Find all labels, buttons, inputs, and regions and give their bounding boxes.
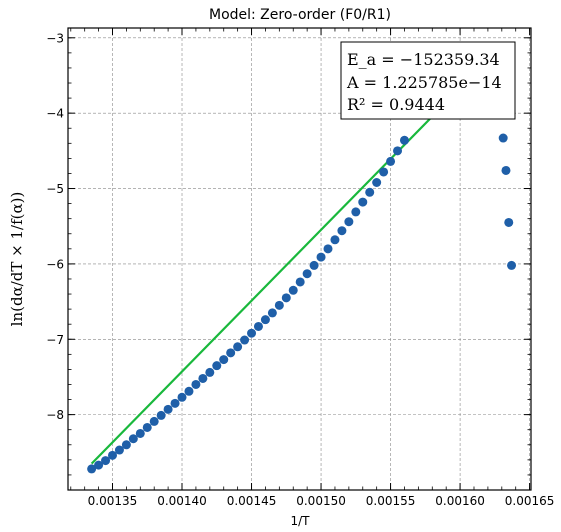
plot-frame: [67, 27, 532, 491]
data-point: [358, 197, 368, 207]
data-point: [121, 440, 131, 450]
data-point: [386, 156, 396, 166]
grid: [68, 28, 531, 490]
data-point: [107, 450, 117, 460]
data-point: [170, 398, 180, 408]
x-tick-label: 0.00140: [157, 494, 207, 508]
data-point: [163, 404, 173, 414]
annotation-r2: R² = 0.9444: [347, 95, 445, 114]
y-tick-label: −6: [46, 257, 64, 271]
data-point: [94, 460, 104, 470]
x-tick-label: 0.00150: [296, 494, 346, 508]
data-point: [177, 392, 187, 402]
data-point: [344, 217, 354, 227]
y-tick-label: −3: [46, 31, 64, 45]
data-point: [399, 135, 409, 145]
data-point: [135, 428, 145, 438]
data-point: [330, 235, 340, 245]
data-point: [226, 348, 236, 358]
data-point: [184, 386, 194, 396]
data-point: [295, 277, 305, 287]
y-tick-labels: −8 −7 −6 −5 −4 −3: [46, 31, 64, 422]
data-point: [142, 422, 152, 432]
data-point: [128, 434, 138, 444]
data-point: [219, 355, 229, 365]
data-point: [274, 300, 284, 310]
data-point: [87, 464, 97, 474]
data-point: [498, 133, 508, 143]
annotation-ea: E_a = −152359.34: [347, 50, 500, 69]
data-point: [156, 410, 166, 420]
annotation-box: [340, 41, 516, 120]
data-point: [149, 416, 159, 426]
data-point: [379, 167, 389, 177]
y-axis-label: ln(dα/dT × 1/f(α)): [8, 192, 26, 327]
data-point: [309, 260, 319, 270]
data-point: [205, 367, 215, 377]
data-point: [351, 207, 361, 217]
y-tick-label: −8: [46, 408, 64, 422]
x-tick-labels: 0.00135 0.00140 0.00145 0.00150 0.00155 0.001…: [88, 494, 555, 508]
y-tick-label: −7: [46, 333, 64, 347]
chart-title: Model: Zero-order (F0/R1): [209, 7, 391, 23]
annotation-a: A = 1.225785e−14: [346, 73, 502, 92]
x-tick-label: 0.00135: [88, 494, 138, 508]
data-point: [504, 217, 514, 227]
x-tick-label: 0.00160: [435, 494, 485, 508]
x-tick-label: 0.00145: [227, 494, 277, 508]
data-point: [288, 285, 298, 295]
y-tick-label: −5: [46, 182, 64, 196]
fit-annotation: E_a = −152359.34 A = 1.225785e−14 R² = 0…: [340, 41, 516, 120]
data-point: [337, 226, 347, 236]
data-point: [191, 379, 201, 389]
x-axis-label: 1/T: [290, 514, 310, 528]
data-point: [253, 321, 263, 331]
data-point: [365, 187, 375, 197]
data-point: [114, 445, 124, 455]
data-point: [323, 244, 333, 254]
data-point: [393, 146, 403, 156]
data-point: [198, 373, 208, 383]
axis-ticks: [68, 28, 531, 490]
data-point: [101, 456, 111, 466]
data-point: [267, 308, 277, 318]
x-tick-label: 0.00165: [505, 494, 555, 508]
data-point: [212, 361, 222, 371]
y-tick-label: −4: [46, 107, 64, 121]
data-point: [233, 342, 243, 352]
data-point: [240, 335, 250, 345]
x-tick-label: 0.00155: [366, 494, 416, 508]
data-point: [247, 328, 257, 338]
data-point: [260, 315, 270, 325]
data-point: [372, 178, 382, 188]
data-point: [281, 293, 291, 303]
data-point: [302, 269, 312, 279]
data-point: [501, 165, 511, 175]
data-point: [316, 252, 326, 262]
data-point: [507, 260, 517, 270]
